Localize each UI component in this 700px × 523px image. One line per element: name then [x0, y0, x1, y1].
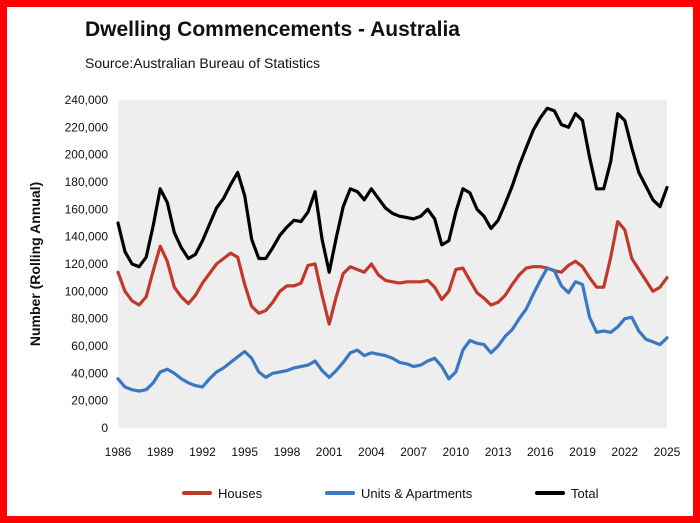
x-tick-label: 2004: [358, 445, 385, 459]
y-axis-ticks: 0 20,000 40,000 60,000 80,000 100,000 120,000 1…: [65, 93, 109, 435]
y-tick-label: 60,000: [71, 339, 108, 353]
y-tick-label: 0: [101, 421, 108, 435]
y-axis-label: Number (Rolling Annual): [27, 182, 43, 346]
x-tick-label: 1989: [147, 445, 174, 459]
y-tick-label: 160,000: [65, 202, 109, 216]
chart-title: Dwelling Commencements - Australia: [85, 18, 460, 41]
y-tick-label: 100,000: [65, 284, 109, 298]
units-line: [116, 266, 669, 393]
x-tick-label: 1986: [105, 445, 132, 459]
houses-line: [116, 220, 669, 326]
y-tick-label: 80,000: [71, 312, 108, 326]
plot-area: [118, 100, 667, 428]
y-tick-label: 140,000: [65, 230, 109, 244]
y-tick-label: 220,000: [65, 120, 109, 134]
legend-swatch-units: [325, 491, 355, 495]
legend-label-units: Units & Apartments: [361, 485, 473, 501]
y-tick-label: 40,000: [71, 366, 108, 380]
x-tick-label: 2016: [527, 445, 554, 459]
legend-item-houses: Houses: [182, 484, 262, 502]
chart-source: Source:Australian Bureau of Statistics: [85, 55, 321, 71]
y-tick-label: 20,000: [71, 394, 108, 408]
x-tick-label: 2007: [400, 445, 427, 459]
legend-swatch-total: [535, 491, 565, 495]
x-tick-label: 2013: [485, 445, 512, 459]
x-tick-label: 2022: [611, 445, 638, 459]
legend-item-total: Total: [535, 484, 598, 502]
series-lines: [116, 106, 669, 393]
x-tick-label: 1992: [189, 445, 216, 459]
x-tick-label: 1995: [231, 445, 258, 459]
y-tick-label: 240,000: [65, 93, 109, 107]
x-tick-label: 2019: [569, 445, 596, 459]
y-tick-label: 120,000: [65, 257, 109, 271]
x-tick-label: 2001: [316, 445, 343, 459]
y-tick-label: 180,000: [65, 175, 109, 189]
x-axis-ticks: 1986 1989 1992 1995 1998 2001 2004 2007 2010 2013…: [105, 445, 681, 459]
legend-item-units: Units & Apartments: [325, 484, 472, 502]
total-line: [116, 106, 669, 274]
x-tick-label: 1998: [274, 445, 301, 459]
legend-swatch-houses: [182, 491, 212, 495]
legend-label-houses: Houses: [218, 485, 263, 501]
y-tick-label: 200,000: [65, 148, 109, 162]
x-tick-label: 2010: [442, 445, 469, 459]
x-tick-label: 2025: [654, 445, 681, 459]
legend-label-total: Total: [571, 485, 599, 501]
